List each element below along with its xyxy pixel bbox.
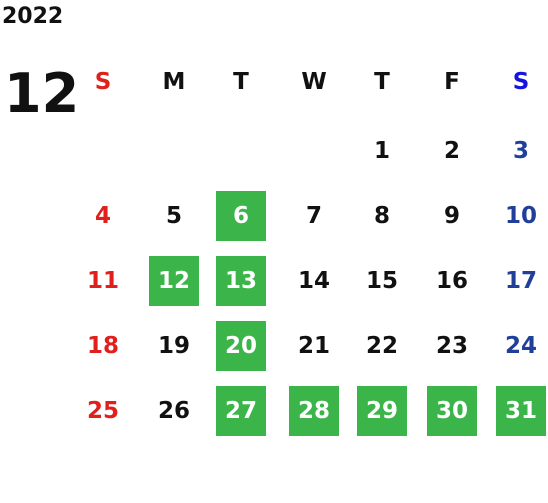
day: 18 [86,333,119,359]
highlighted-day: 27 [216,386,266,436]
day: 15 [365,268,398,294]
highlighted-day: 20 [216,321,266,371]
day: 23 [435,333,468,359]
day: 19 [157,333,190,359]
day: 3 [512,138,529,164]
day: 26 [157,398,190,424]
day: 14 [297,268,330,294]
weekday-header: M [162,69,186,95]
day: 8 [373,203,390,229]
highlighted-day: 30 [427,386,477,436]
day: 9 [443,203,460,229]
day: 7 [305,203,322,229]
weekday-header: W [301,69,327,95]
weekday-header: S [94,69,112,95]
highlighted-day: 28 [289,386,339,436]
day: 25 [86,398,119,424]
day: 10 [504,203,537,229]
highlighted-day: 29 [357,386,407,436]
day: 22 [365,333,398,359]
highlighted-day: 13 [216,256,266,306]
weekday-header: F [444,69,460,95]
highlighted-day: 12 [149,256,199,306]
highlighted-day: 31 [496,386,546,436]
weekday-header: T [374,69,390,95]
weekday-header: T [233,69,249,95]
highlighted-day: 6 [216,191,266,241]
day: 1 [373,138,390,164]
day: 11 [86,268,119,294]
day: 5 [165,203,182,229]
day: 21 [297,333,330,359]
day: 24 [504,333,537,359]
day: 16 [435,268,468,294]
weekday-header: S [512,69,530,95]
day: 2 [443,138,460,164]
day: 17 [504,268,537,294]
year: 2022 [2,4,64,29]
day: 4 [94,203,111,229]
month: 12 [4,62,80,125]
